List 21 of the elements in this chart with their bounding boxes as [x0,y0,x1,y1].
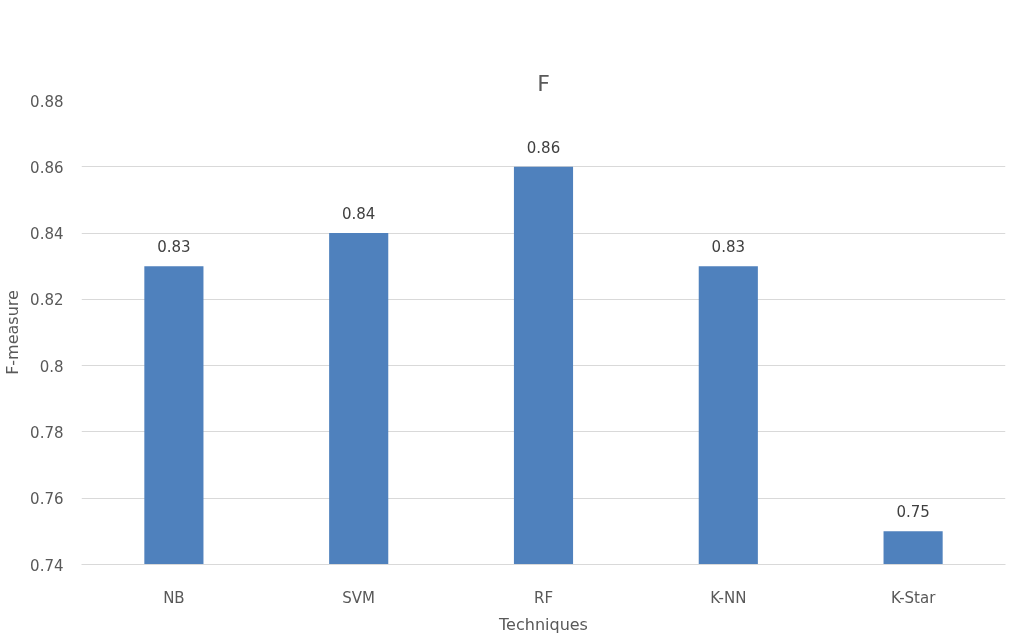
x-tick-label: SVM [342,588,376,607]
x-axis-title: Techniques [498,614,588,634]
x-tick-label: K-Star [890,588,937,607]
x-tick-label: K-NN [710,588,747,607]
y-tick-label: 0.84 [30,225,64,244]
data-label: 0.83 [157,238,191,257]
data-label: 0.83 [711,238,746,257]
x-tick-label: NB [163,588,185,607]
y-tick-label: 0.82 [30,291,64,310]
data-label: 0.75 [896,503,930,522]
data-label: 0.84 [342,205,376,224]
y-tick-label: 0.86 [30,158,64,177]
y-axis-title: F-measure [3,290,23,375]
y-tick-label: 0.74 [30,556,64,575]
y-tick-label: 0.78 [30,423,64,442]
y-tick-label: 0.88 [30,92,64,111]
y-tick-label: 0.8 [39,357,64,376]
chart-title: F [537,70,550,96]
data-label: 0.86 [526,138,561,157]
y-tick-label: 0.76 [30,490,64,509]
x-tick-label: RF [533,588,554,607]
